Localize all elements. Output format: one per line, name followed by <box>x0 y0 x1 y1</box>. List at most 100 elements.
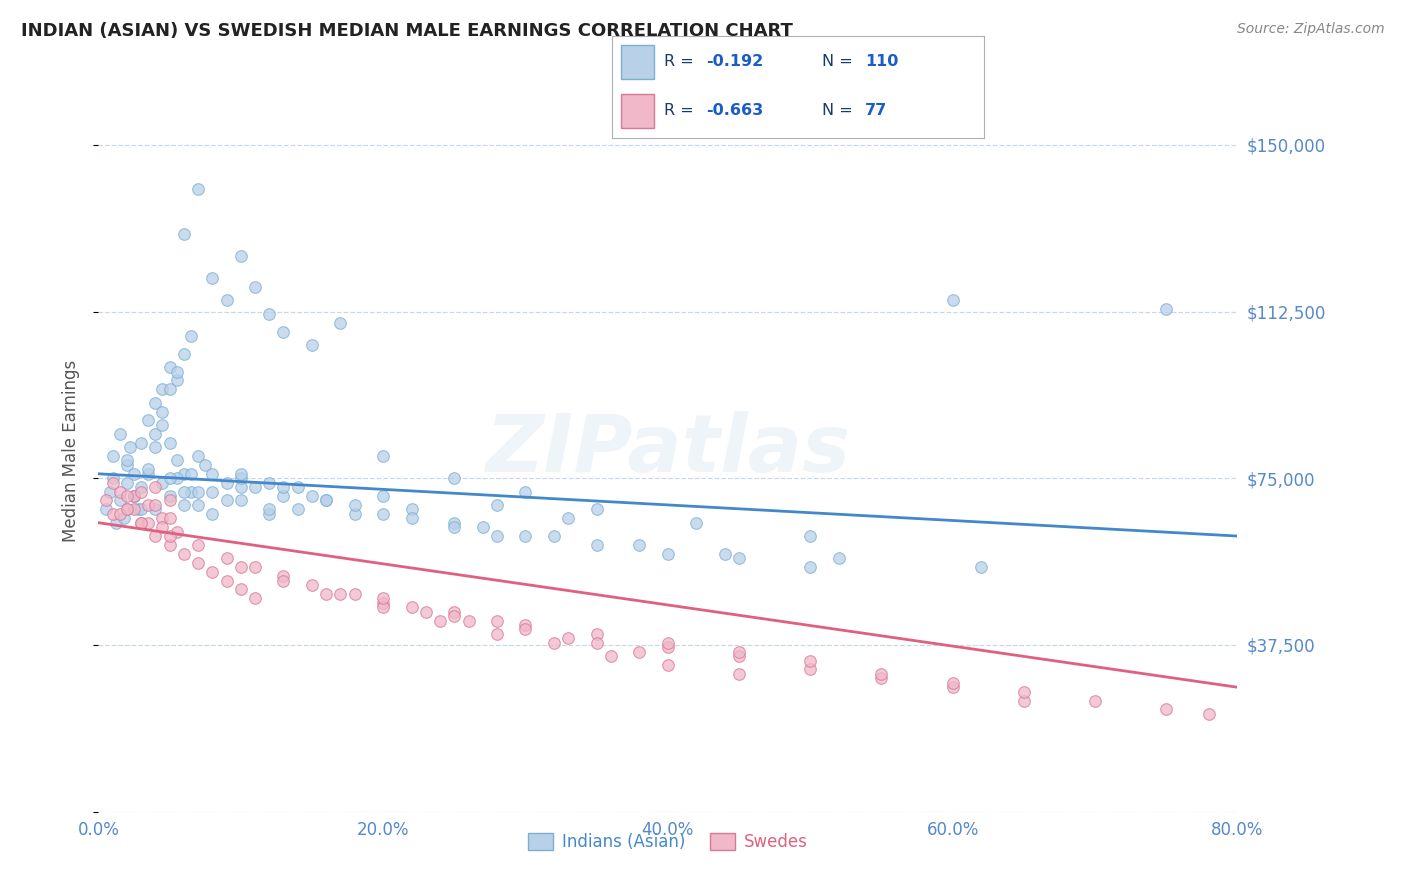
Point <box>486 627 509 641</box>
Point <box>108 484 131 499</box>
Point <box>136 462 159 476</box>
Point <box>728 551 751 566</box>
Point <box>187 556 209 570</box>
Point <box>273 574 295 588</box>
Point <box>273 569 295 583</box>
Point <box>159 382 181 396</box>
Point <box>471 520 494 534</box>
Point <box>585 502 607 516</box>
Point <box>329 587 352 601</box>
Point <box>152 404 174 418</box>
Point <box>799 560 821 574</box>
Point <box>301 338 323 352</box>
Point <box>187 182 209 196</box>
Point <box>557 632 579 646</box>
Point <box>215 293 238 308</box>
Point <box>343 498 366 512</box>
Point <box>94 493 117 508</box>
Point <box>315 587 337 601</box>
Point <box>229 480 252 494</box>
Point <box>714 547 737 561</box>
Point <box>657 547 679 561</box>
Point <box>101 475 124 490</box>
Point <box>159 471 181 485</box>
Point <box>201 507 224 521</box>
Point <box>273 480 295 494</box>
Point <box>229 582 252 597</box>
Point <box>229 560 252 574</box>
Point <box>173 498 195 512</box>
Point <box>728 649 751 664</box>
Point <box>259 475 281 490</box>
Point <box>115 502 138 516</box>
Point <box>1154 702 1177 716</box>
Text: Source: ZipAtlas.com: Source: ZipAtlas.com <box>1237 22 1385 37</box>
Point <box>166 471 188 485</box>
Point <box>101 507 124 521</box>
Point <box>373 596 395 610</box>
Point <box>373 449 395 463</box>
Point <box>166 373 188 387</box>
Point <box>273 489 295 503</box>
Point <box>180 484 202 499</box>
Text: N =: N = <box>823 54 858 69</box>
Point <box>152 475 174 490</box>
Point <box>166 524 188 539</box>
Point <box>115 489 138 503</box>
Point <box>600 649 623 664</box>
Point <box>401 600 423 615</box>
Point <box>136 413 159 427</box>
Point <box>201 565 224 579</box>
Point <box>685 516 707 530</box>
Point <box>129 435 152 450</box>
Point <box>159 529 181 543</box>
Point <box>870 666 893 681</box>
Point <box>1154 302 1177 317</box>
Point <box>180 329 202 343</box>
Point <box>229 249 252 263</box>
Point <box>728 645 751 659</box>
Point <box>942 675 965 690</box>
Point <box>942 680 965 694</box>
Point <box>273 325 295 339</box>
Point <box>129 516 152 530</box>
Point <box>104 516 127 530</box>
Point <box>108 493 131 508</box>
Point <box>443 516 465 530</box>
Bar <box>621 45 654 78</box>
Point <box>543 636 565 650</box>
Point <box>187 484 209 499</box>
Point <box>1012 684 1035 698</box>
Point <box>373 489 395 503</box>
Point <box>115 453 138 467</box>
Point <box>243 280 266 294</box>
Point <box>166 365 188 379</box>
Point <box>127 502 149 516</box>
Point <box>287 502 309 516</box>
Point <box>115 475 138 490</box>
Point <box>122 489 145 503</box>
Point <box>799 654 821 668</box>
Text: 77: 77 <box>865 103 887 118</box>
Point <box>108 507 131 521</box>
Point <box>343 507 366 521</box>
Point <box>173 547 195 561</box>
Point <box>543 529 565 543</box>
Point <box>194 458 217 472</box>
Point <box>180 467 202 481</box>
Point <box>1084 693 1107 707</box>
Point <box>101 449 124 463</box>
Point <box>828 551 851 566</box>
Bar <box>621 95 654 128</box>
Point <box>315 493 337 508</box>
Point <box>429 614 451 628</box>
Point <box>136 516 159 530</box>
Point <box>657 658 679 673</box>
Point <box>443 609 465 624</box>
Point <box>585 627 607 641</box>
Point <box>1198 706 1220 721</box>
Point <box>136 467 159 481</box>
Point <box>657 640 679 655</box>
Point <box>870 671 893 685</box>
Point <box>515 618 537 632</box>
